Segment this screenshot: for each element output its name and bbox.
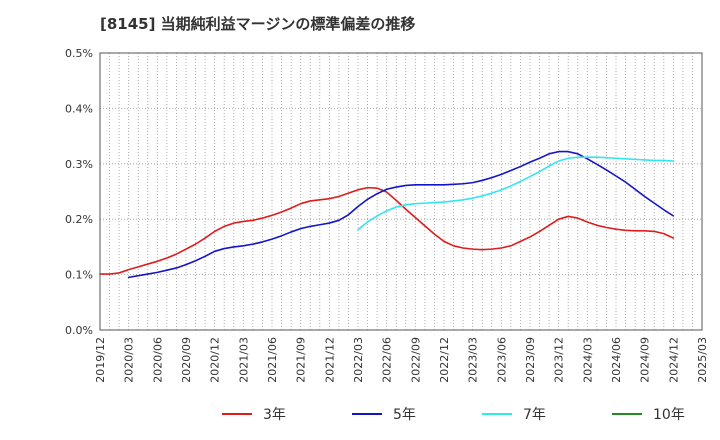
- x-tick-label: 2025/03: [696, 337, 709, 383]
- x-tick-label: 2021/09: [295, 337, 308, 383]
- x-tick-label: 2024/12: [667, 337, 680, 383]
- grid: [100, 53, 702, 330]
- x-tick-label: 2023/09: [524, 337, 537, 383]
- y-tick-label: 0.2%: [65, 213, 93, 226]
- y-tick-label: 0.1%: [65, 269, 93, 282]
- legend-label-2: 7年: [523, 407, 546, 423]
- x-tick-label: 2019/12: [94, 337, 107, 383]
- legend-label-3: 10年: [653, 407, 685, 423]
- y-tick-label: 0.5%: [65, 47, 93, 60]
- plot-area: [100, 53, 702, 330]
- x-tick-label: 2023/12: [553, 337, 566, 383]
- x-tick-label: 2021/12: [323, 337, 336, 383]
- x-tick-label: 2022/06: [381, 337, 394, 383]
- x-tick-label: 2022/09: [409, 337, 422, 383]
- x-tick-label: 2023/03: [467, 337, 480, 383]
- legend: 3年 5年 7年 10年: [222, 407, 685, 423]
- x-tick-label: 2022/03: [352, 337, 365, 383]
- x-tick-label: 2021/06: [266, 337, 279, 383]
- series-lines: [99, 150, 675, 279]
- series-line-0: [99, 186, 675, 275]
- y-tick-label: 0.3%: [65, 158, 93, 171]
- legend-label-0: 3年: [263, 407, 286, 423]
- x-tick-label: 2021/03: [237, 337, 250, 383]
- x-tick-label: 2020/12: [209, 337, 222, 383]
- x-tick-label: 2024/03: [581, 337, 594, 383]
- series-line-1: [127, 150, 675, 279]
- chart-title: [8145] 当期純利益マージンの標準偏差の推移: [100, 15, 415, 33]
- x-tick-label: 2024/06: [610, 337, 623, 383]
- x-tick-label: 2023/06: [495, 337, 508, 383]
- plot-frame: [99, 52, 703, 331]
- axes: 0.0% 0.1% 0.2% 0.3% 0.4% 0.5% 2019/12 2020/03 20…: [65, 47, 709, 383]
- x-tick-label: 2024/09: [639, 337, 652, 383]
- x-tick-label: 2020/09: [180, 337, 193, 383]
- x-tick-label: 2020/03: [123, 337, 136, 383]
- series-line-2: [357, 156, 675, 231]
- legend-label-1: 5年: [393, 407, 416, 423]
- x-tick-label: 2022/12: [438, 337, 451, 383]
- x-tick-label: 2020/06: [151, 337, 164, 383]
- y-tick-label: 0.0%: [65, 324, 93, 337]
- y-tick-label: 0.4%: [65, 102, 93, 115]
